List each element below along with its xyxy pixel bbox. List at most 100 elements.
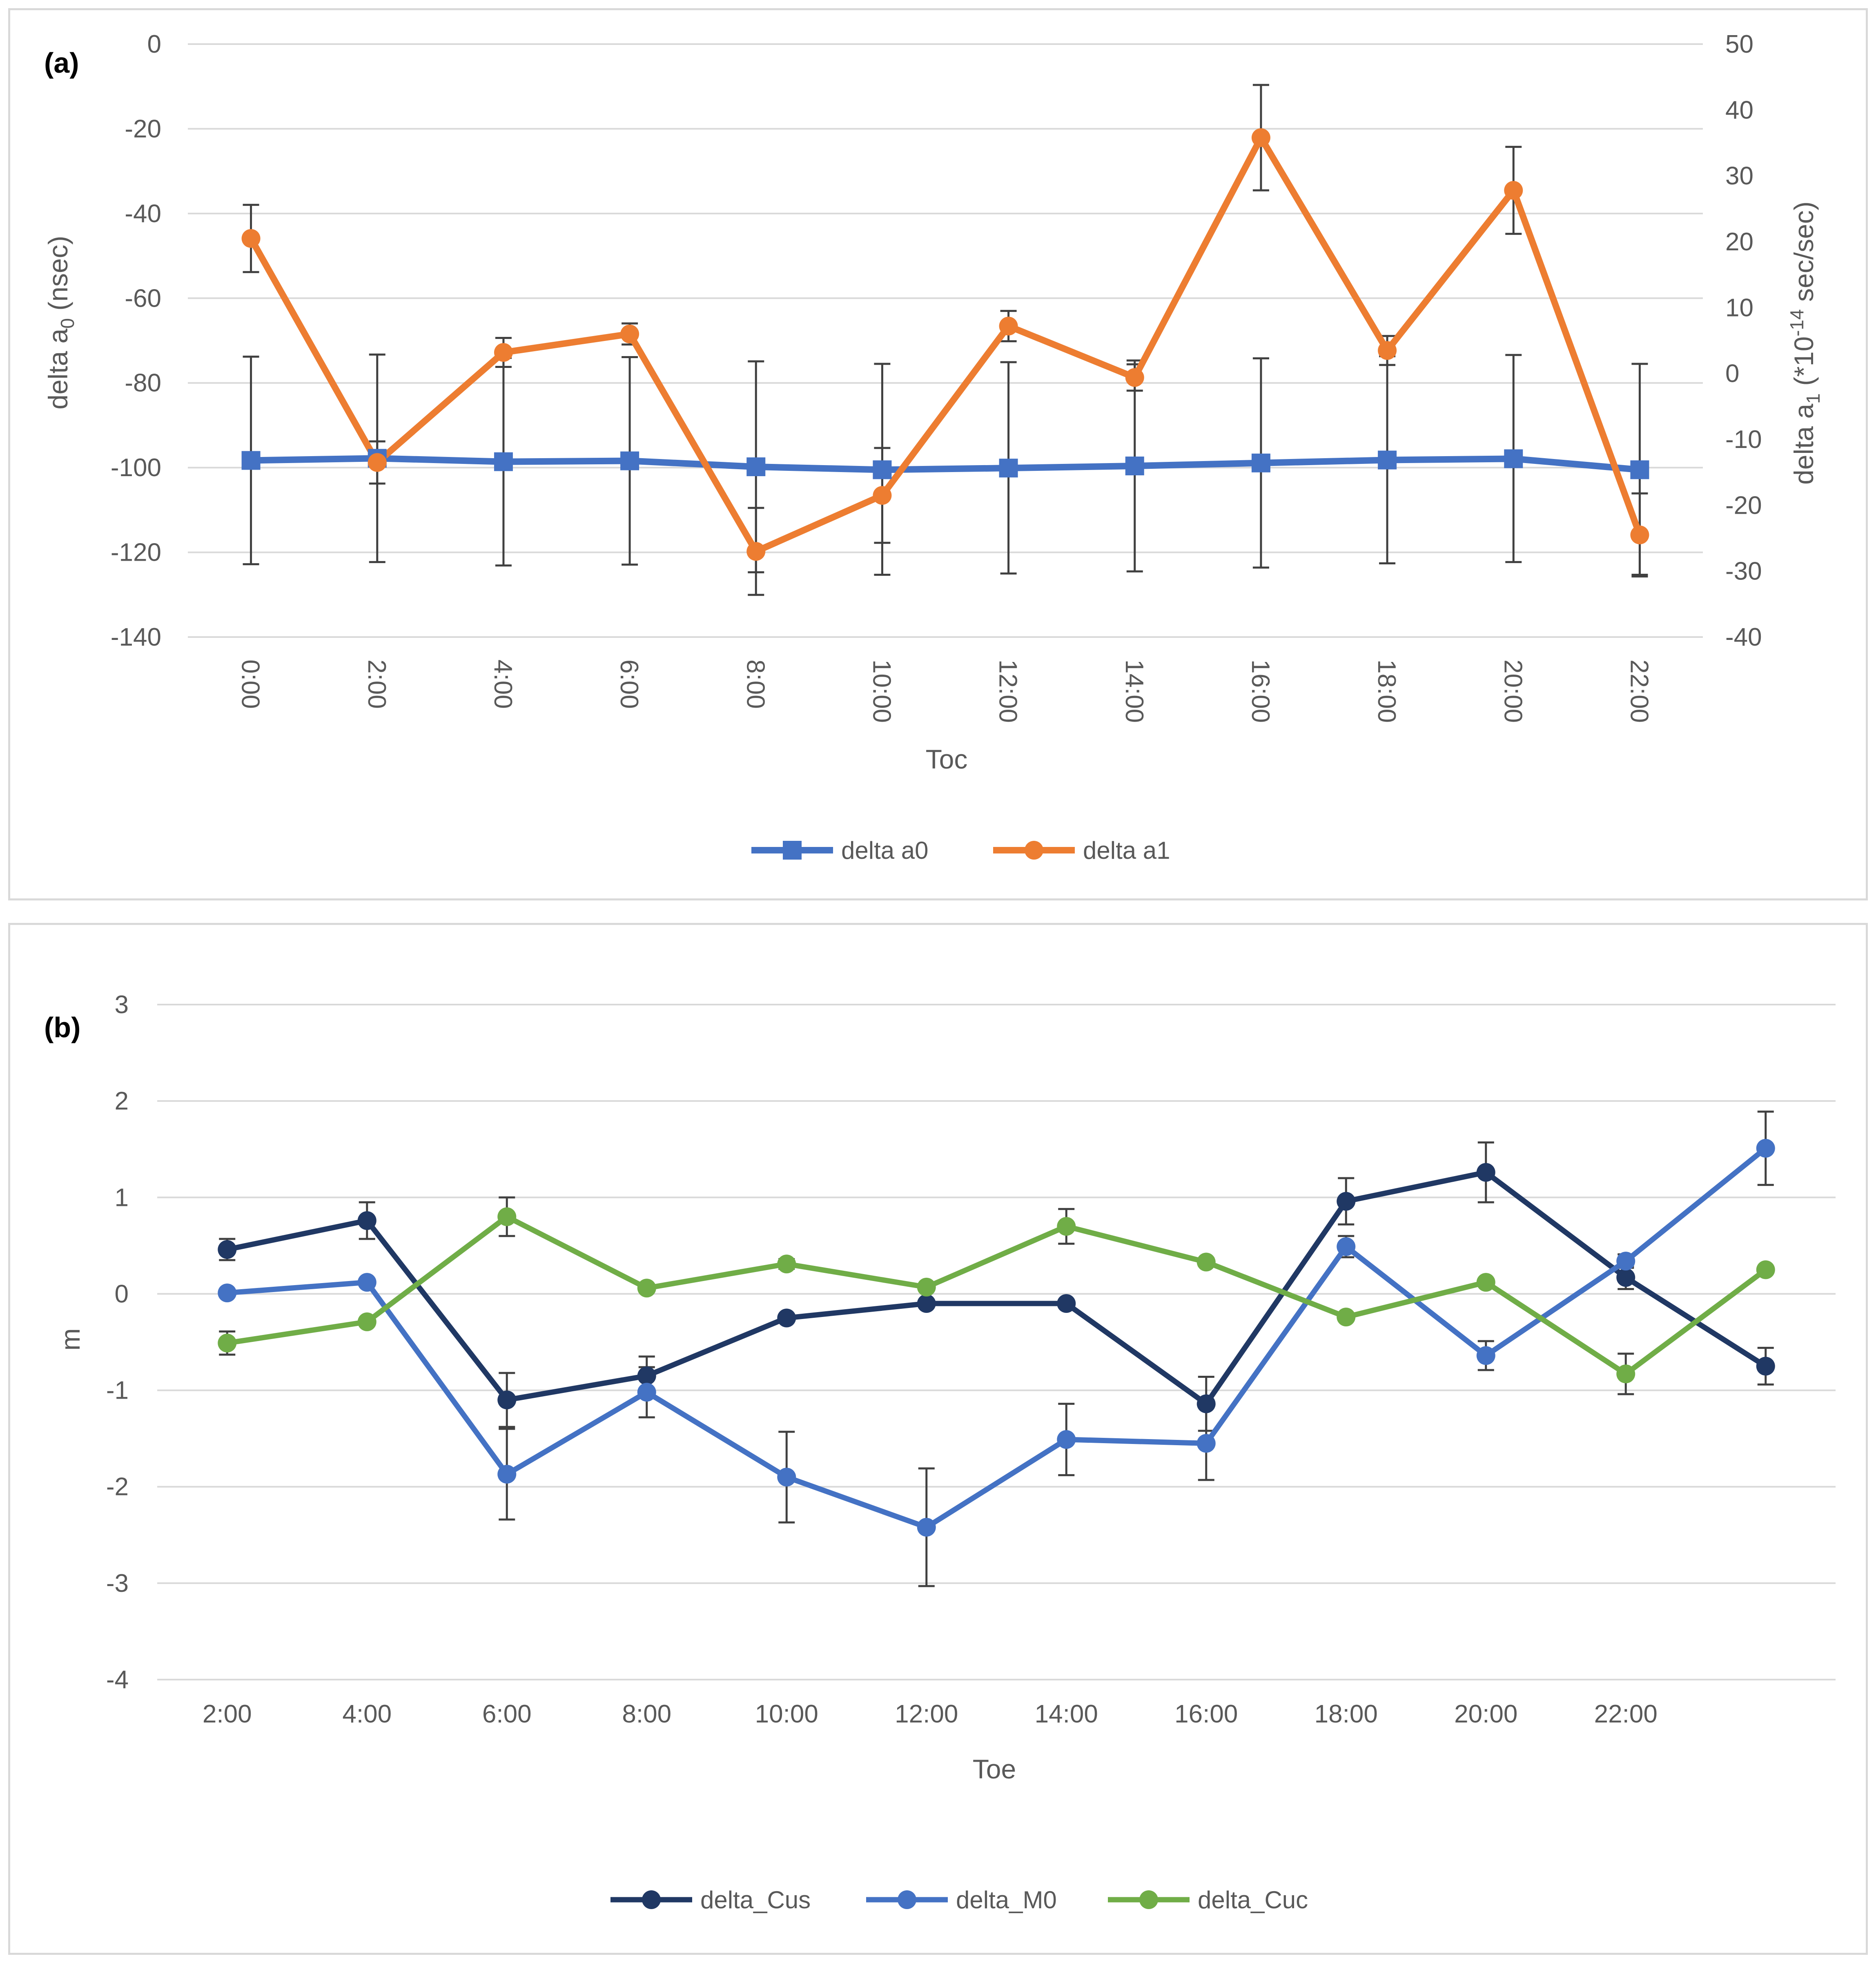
legend-label-delta-a1: delta a1 — [1083, 837, 1170, 864]
delta-a1-point — [620, 324, 639, 343]
x-tick-label: 16:00 — [1174, 1700, 1238, 1728]
delta-a0-point — [1630, 460, 1649, 479]
delta-m0-point — [1756, 1139, 1775, 1158]
delta-cuc-line — [227, 1214, 1767, 1377]
y2-tick-label: 30 — [1725, 162, 1753, 190]
x-tick-label: 10:00 — [867, 660, 896, 723]
chart-a-legend: delta a0 delta a1 — [751, 837, 1170, 864]
delta-cuc-point — [357, 1312, 377, 1331]
y-tick-label: -140 — [111, 623, 161, 651]
delta-m0-point — [1337, 1237, 1356, 1256]
x-tick-label: 6:00 — [615, 660, 643, 709]
delta-cus-point — [637, 1366, 656, 1386]
x-tick-label: 20:00 — [1454, 1700, 1517, 1728]
y-tick-label: -80 — [125, 369, 161, 397]
y-tick-label: 0 — [147, 30, 161, 58]
delta-cus-point — [1616, 1268, 1635, 1287]
delta-cuc-point — [218, 1333, 237, 1352]
legend-marker-delta-cus — [642, 1890, 661, 1909]
legend-marker-delta-m0 — [898, 1890, 916, 1909]
x-tick-label: 16:00 — [1246, 660, 1274, 723]
delta-cuc-point — [1476, 1273, 1495, 1292]
y-tick-label: -20 — [125, 115, 161, 143]
delta-cus-point — [917, 1294, 936, 1313]
delta-a1-point — [494, 343, 513, 362]
chart-a-y2label-base: delta a — [1789, 403, 1819, 484]
delta-cus-point — [1337, 1192, 1356, 1211]
x-tick-label: 22:00 — [1594, 1700, 1658, 1728]
y-tick-label: -2 — [106, 1473, 129, 1501]
x-tick-label: 0:00 — [236, 660, 265, 709]
chart-a-panel-label: (a) — [44, 47, 79, 79]
delta-a0-line — [251, 455, 1640, 473]
delta-a1-point — [873, 486, 892, 505]
delta-a1-point — [1378, 341, 1397, 360]
chart-b-panel-label: (b) — [44, 1012, 80, 1043]
y-tick-label: 1 — [115, 1183, 129, 1212]
delta-a1-point — [241, 229, 261, 248]
delta-a1-point — [999, 316, 1018, 336]
chart-a-y2label-sub: 1 — [1802, 393, 1824, 404]
delta-a0-point — [873, 460, 892, 479]
x-tick-label: 8:00 — [622, 1700, 671, 1728]
delta-a1-line — [248, 134, 1643, 555]
x-tick-label: 14:00 — [1035, 1700, 1098, 1728]
delta-cus-point — [1057, 1294, 1076, 1313]
y2-tick-label: 0 — [1725, 360, 1739, 388]
y-tick-label: -3 — [106, 1569, 129, 1598]
delta-m0-point — [777, 1468, 796, 1487]
x-tick-label: 2:00 — [363, 660, 391, 709]
delta-a1-point — [746, 542, 766, 561]
delta-cus-line — [226, 1170, 1767, 1407]
delta-a0-point — [1378, 450, 1397, 470]
chart-a-y2label-mid: (*10 — [1789, 336, 1819, 393]
delta-a1-point — [1251, 128, 1270, 147]
delta-m0-point — [1616, 1252, 1635, 1271]
legend-label-delta-cuc: delta_Cuc — [1198, 1886, 1308, 1914]
delta-m0-line — [227, 1146, 1767, 1530]
delta-cuc-point — [637, 1279, 656, 1298]
chart-b-frame — [8, 923, 1868, 1955]
chart-b-xlabel: Toe — [973, 1754, 1016, 1784]
delta-m0-point — [917, 1517, 936, 1537]
x-tick-label: 10:00 — [755, 1700, 818, 1728]
delta-a0-point — [999, 459, 1018, 478]
chart-a-ylabel-sub: 0 — [57, 318, 78, 329]
delta-cuc-point — [1756, 1260, 1775, 1279]
y2-tick-label: -10 — [1725, 426, 1762, 454]
legend-marker-delta-a0 — [783, 841, 802, 860]
legend-label-delta-m0: delta_M0 — [956, 1886, 1057, 1914]
delta-m0-point — [1476, 1346, 1495, 1365]
delta-cuc-point — [497, 1207, 517, 1226]
y2-tick-label: 10 — [1725, 294, 1753, 322]
x-tick-label: 4:00 — [489, 660, 517, 709]
delta-cuc-point — [777, 1254, 796, 1274]
delta-a1-point — [1125, 368, 1144, 387]
x-tick-label: 14:00 — [1120, 660, 1148, 723]
delta-m0-point — [497, 1465, 517, 1484]
chart-a-y2label: delta a1 (*10-14 sec/sec) — [1786, 201, 1824, 485]
y-tick-label: -100 — [111, 454, 161, 482]
delta-cuc-point — [1196, 1252, 1216, 1272]
x-tick-label: 20:00 — [1499, 660, 1527, 723]
chart-a-ylabel-tail: (nsec) — [43, 236, 73, 318]
delta-cus-point — [777, 1308, 796, 1328]
y2-tick-label: -30 — [1725, 557, 1762, 586]
legend-label-delta-a0: delta a0 — [841, 837, 929, 864]
delta-a1-point — [368, 453, 387, 472]
delta-a0-point — [241, 451, 261, 470]
delta-a0-point — [494, 452, 513, 471]
x-tick-label: 18:00 — [1372, 660, 1401, 723]
x-tick-label: 2:00 — [203, 1700, 252, 1728]
legend-label-delta-cus: delta_Cus — [700, 1886, 811, 1914]
x-tick-label: 22:00 — [1625, 660, 1653, 723]
delta-a0-point — [1125, 456, 1144, 475]
x-tick-label: 4:00 — [342, 1700, 392, 1728]
y-tick-label: -120 — [111, 539, 161, 567]
delta-m0-point — [1057, 1430, 1076, 1449]
y-tick-label: 2 — [115, 1087, 129, 1115]
delta-cus-point — [497, 1390, 517, 1410]
delta-cus-point — [218, 1240, 237, 1259]
y-tick-label: 3 — [115, 991, 129, 1019]
